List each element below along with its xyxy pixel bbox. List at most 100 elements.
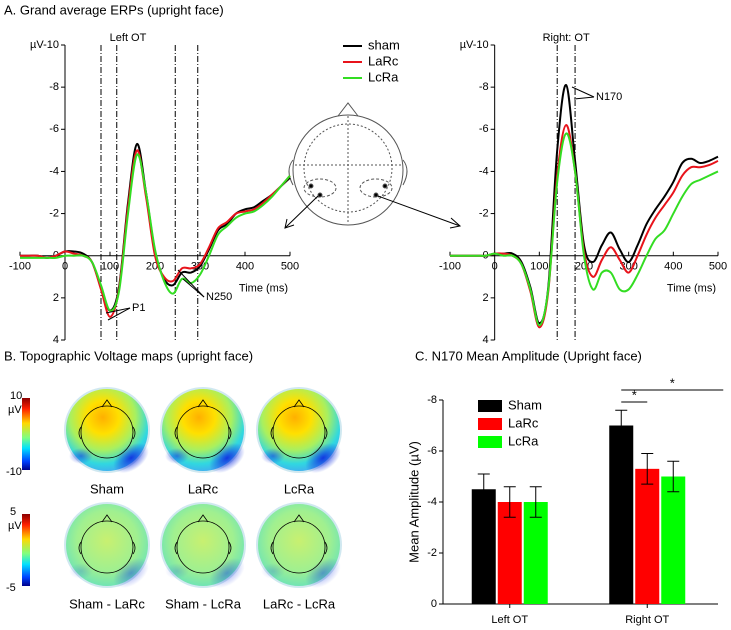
topo-spot [261,563,285,579]
head-outline [272,405,326,459]
topo-spot [305,557,341,589]
y-tick-label: -2 [49,207,59,219]
topo-label: LcRa [284,481,315,496]
y-tick-label: 2 [53,292,59,304]
error-bar [503,486,516,518]
topo-map [160,387,246,474]
annotation-arrow [177,269,205,298]
legend-label: LcRa [368,69,399,84]
bar [635,468,660,604]
bar [609,425,634,604]
chart-title: Right: OT [543,32,590,44]
y-tick-label: -4 [49,165,59,177]
legend-label: sham [368,37,400,52]
bar [471,489,496,604]
x-tick-label: -100 [439,261,461,273]
error-bar [477,473,490,506]
y-tick-label: -2 [427,547,437,559]
head-ear [78,541,136,555]
colorbar-min: -5 [6,582,16,594]
error-bar [641,453,654,485]
y-tick-label: 2 [483,292,489,304]
head-nose [101,514,113,523]
topo-spot [165,563,189,579]
y-tick-label: 0 [431,598,437,610]
y-tick-label: -4 [479,165,489,177]
x-tick-label: 0 [492,261,498,273]
legend-swatch [478,436,502,448]
x-tick-label: 500 [281,261,299,273]
topo-map [64,387,150,474]
y-tick-label: -8 [49,81,59,93]
x-tick-label: 0 [62,261,68,273]
significance-label: * [632,387,637,402]
annotation-arrow [105,307,131,314]
head-schematic [284,102,462,229]
x-tick-label: 400 [236,261,254,273]
legend-label: LaRc [508,415,539,430]
x-tick-label: 100 [101,261,119,273]
topo-spot [113,557,149,589]
legend-label: Sham [508,397,542,412]
annotation: P1 [132,302,145,314]
topo-spot [261,448,285,464]
head-ear [174,541,232,555]
topo-map [160,502,246,589]
topo-spot [69,448,93,464]
topo-spot [305,442,341,474]
annotation: N170 [596,91,622,103]
colorbar-min: -10 [6,466,22,478]
topo-map [64,502,150,589]
head-ear [270,541,328,555]
x-axis-label: Time (ms) [239,283,288,295]
head-ear [174,426,232,440]
topo-spot [69,563,93,579]
head-ear [270,426,328,440]
chart-title: C. N170 Mean Amplitude (Upright face) [415,348,642,363]
topo-map [256,387,342,474]
topo-label: Sham - LcRa [165,596,242,611]
head-nose [101,399,113,408]
error-bar [667,460,680,493]
topo-spot [209,557,245,589]
y-tick-label: -6 [49,123,59,135]
topo-spot [209,442,245,474]
panel-a-title: A. Grand average ERPs (upright face) [4,2,224,17]
erp-line [450,132,719,327]
topo-label: Sham - LaRc [69,596,145,611]
y-tick-label: -2 [479,207,489,219]
head-nose [293,514,305,523]
chart-title: Left OT [110,32,147,44]
legend-swatch [478,418,502,430]
erp-line [20,149,291,318]
topo-label: LaRc [188,481,219,496]
y-tick-label: µV-10 [30,39,59,51]
head-nose [197,399,209,408]
x-tick-label: 500 [709,261,727,273]
y-axis-label: Mean Amplitude (µV) [406,441,421,563]
y-tick-label: -8 [479,81,489,93]
x-axis-label: Time (ms) [667,283,716,295]
erp-line [19,153,291,312]
annotation-arrow [573,96,595,100]
annotation: N250 [206,291,232,303]
colorbar [22,398,30,470]
colorbar-max: 10 [10,390,22,402]
y-tick-label: µV-10 [460,39,489,51]
error-bar [615,409,628,442]
annotation-arrow [571,86,595,98]
legend-label: LcRa [508,433,539,448]
colorbar-unit: µV [8,520,22,532]
head-outline [176,520,230,574]
topo-spot [113,442,149,474]
head-outline [176,405,230,459]
colorbar-unit: µV [8,404,22,416]
bar [661,476,686,604]
topo-label: Sham [90,481,124,496]
head-nose [197,514,209,523]
y-tick-label: -6 [479,123,489,135]
x-tick-label: 100 [530,261,548,273]
head-ear [78,426,136,440]
